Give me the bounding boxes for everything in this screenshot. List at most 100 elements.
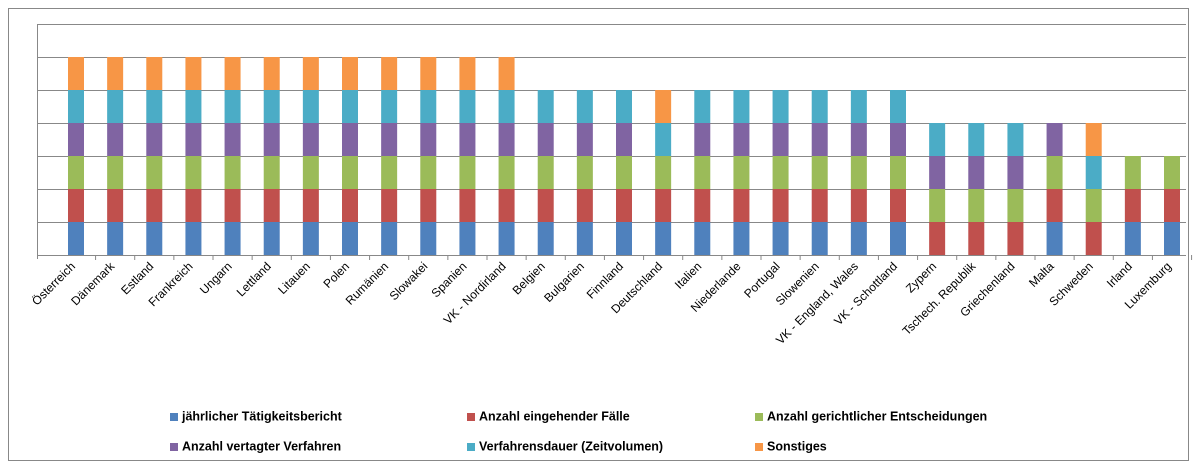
bar-segment <box>498 156 515 189</box>
bar-segment <box>537 222 554 255</box>
bar-segment <box>968 189 985 222</box>
bar-segment <box>576 189 593 222</box>
bar-segment <box>459 123 476 156</box>
legend-label: Verfahrensdauer (Zeitvolumen) <box>479 439 663 453</box>
bar-segment <box>1007 123 1024 156</box>
bar-segment <box>733 123 750 156</box>
bar-segment <box>381 90 398 123</box>
bar-segment <box>146 189 163 222</box>
bar-segment <box>929 156 946 189</box>
bar-segment <box>420 189 437 222</box>
bar-segment <box>68 222 84 255</box>
bar-segment <box>146 90 163 123</box>
bar-segment <box>68 123 84 156</box>
bar-segment <box>890 222 906 255</box>
bar-segment <box>811 123 828 156</box>
bar-segment <box>890 156 906 189</box>
bar-segment <box>968 156 985 189</box>
bar-segment <box>263 189 280 222</box>
bar-segment <box>616 90 632 123</box>
bar-segment <box>772 189 789 222</box>
bar-segment <box>342 222 358 255</box>
bar-segment <box>185 123 202 156</box>
bar-segment <box>420 156 437 189</box>
bar-segment <box>146 222 163 255</box>
bar-segment <box>772 123 789 156</box>
bar-segment <box>68 57 84 90</box>
bar-segment <box>1007 189 1024 222</box>
bar-segment <box>224 156 241 189</box>
legend-swatch <box>755 443 763 451</box>
bar-segment <box>968 222 985 255</box>
bar-segment <box>733 222 750 255</box>
bar-segment <box>890 123 906 156</box>
bar-segment <box>616 156 632 189</box>
bar-segment <box>772 222 789 255</box>
bar-segment <box>655 222 672 255</box>
bar-segment <box>811 156 828 189</box>
bar-segment <box>342 90 358 123</box>
bar-segment <box>107 189 124 222</box>
bar-segment <box>107 123 124 156</box>
bar-segment <box>1007 222 1024 255</box>
bar-segment <box>929 123 946 156</box>
legend-label: Anzahl eingehender Fälle <box>479 409 630 423</box>
bar-segment <box>929 189 946 222</box>
bar-segment <box>498 189 515 222</box>
chart-border <box>8 8 1189 461</box>
bar-segment <box>576 222 593 255</box>
bar-segment <box>459 189 476 222</box>
bar-segment <box>107 90 124 123</box>
bar-segment <box>381 57 398 90</box>
bar-segment <box>1164 189 1180 222</box>
bar-segment <box>811 189 828 222</box>
bar-segment <box>537 189 554 222</box>
legend-label: Anzahl vertagter Verfahren <box>182 439 341 453</box>
legend-label: Sonstiges <box>767 439 827 453</box>
bar-segment <box>107 57 124 90</box>
bar-segment <box>772 156 789 189</box>
bar-segment <box>616 222 632 255</box>
legend-swatch <box>467 413 475 421</box>
bar-segment <box>1164 156 1180 189</box>
bar-segment <box>381 156 398 189</box>
bar-segment <box>655 189 672 222</box>
bar-segment <box>498 123 515 156</box>
legend-label: jährlicher Tätigkeitsbericht <box>181 409 343 423</box>
bar-segment <box>420 222 437 255</box>
bar-segment <box>733 156 750 189</box>
bar-segment <box>459 156 476 189</box>
bar-segment <box>185 90 202 123</box>
bar-segment <box>811 90 828 123</box>
bar-segment <box>1124 222 1141 255</box>
bar-segment <box>459 90 476 123</box>
bar-segment <box>616 123 632 156</box>
bar-segment <box>381 222 398 255</box>
bar-segment <box>655 123 672 156</box>
bar-segment <box>1046 123 1063 156</box>
bar-segment <box>342 156 358 189</box>
bar-segment <box>850 222 867 255</box>
bar-segment <box>68 156 84 189</box>
bar-segment <box>498 222 515 255</box>
bar-segment <box>381 189 398 222</box>
bar-segment <box>890 90 906 123</box>
bar-segment <box>576 123 593 156</box>
bar-segment <box>224 222 241 255</box>
bar-segment <box>342 123 358 156</box>
bar-segment <box>146 123 163 156</box>
bar-segment <box>302 57 319 90</box>
bar-segment <box>850 123 867 156</box>
bar-segment <box>1124 189 1141 222</box>
bar-segment <box>146 57 163 90</box>
bar-segment <box>733 189 750 222</box>
bar-segment <box>968 123 985 156</box>
legend-swatch <box>467 443 475 451</box>
bar-segment <box>302 123 319 156</box>
bar-segment <box>224 123 241 156</box>
bar-segment <box>537 156 554 189</box>
bar-segment <box>420 90 437 123</box>
bar-segment <box>381 123 398 156</box>
bar-segment <box>420 123 437 156</box>
bar-segment <box>1085 222 1102 255</box>
